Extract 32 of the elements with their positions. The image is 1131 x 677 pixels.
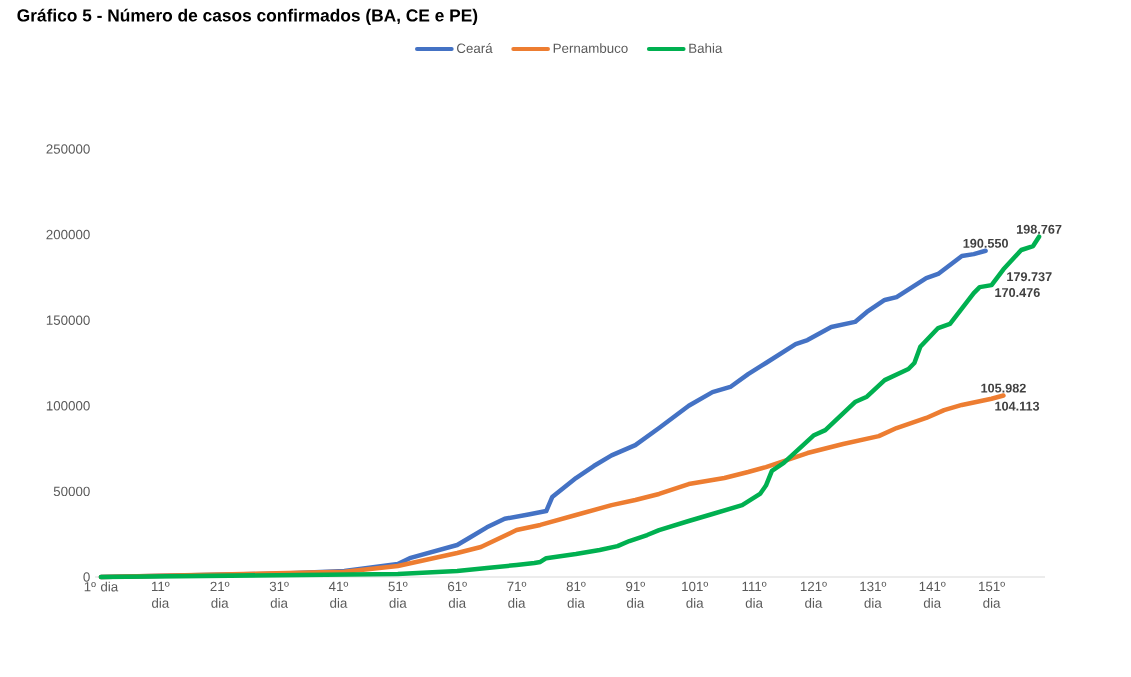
chart-title: Gráfico 5 - Número de casos confirmados (BA, CE e PE) bbox=[17, 8, 478, 26]
x-tick-label: 111º dia bbox=[742, 581, 767, 608]
x-tick-label: 151º dia bbox=[979, 581, 1005, 608]
y-tick-label: 100000 bbox=[46, 401, 90, 411]
legend-label: Pernambuco bbox=[553, 43, 628, 53]
y-tick-label: 200000 bbox=[46, 229, 90, 240]
y-tick-label: 50000 bbox=[53, 486, 90, 497]
x-tick-label: 61º dia bbox=[448, 581, 467, 608]
x-tick-label: 41º dia bbox=[328, 581, 349, 608]
y-tick-label: 150000 bbox=[46, 315, 90, 325]
data-label: 105.982 bbox=[981, 383, 1026, 393]
x-tick-label: 131º dia bbox=[860, 581, 887, 608]
x-tick-label: 81º dia bbox=[566, 581, 586, 608]
x-tick-label: 121º dia bbox=[800, 581, 827, 608]
legend-label: Ceará bbox=[457, 43, 493, 54]
x-tick-label: 101º dia bbox=[682, 581, 709, 608]
data-label: 104.113 bbox=[995, 401, 1040, 411]
x-tick-label: 31º dia bbox=[269, 581, 289, 608]
data-label: 179.737 bbox=[1007, 272, 1052, 282]
x-tick-label: 11º dia bbox=[151, 581, 170, 608]
y-tick-label: 0 bbox=[83, 572, 90, 582]
legend-label: Bahia bbox=[689, 43, 723, 53]
data-label: 170.476 bbox=[995, 288, 1040, 298]
x-tick-label: 51º dia bbox=[388, 581, 408, 608]
x-tick-label: 71º dia bbox=[507, 581, 527, 608]
x-tick-label: 1º dia bbox=[84, 581, 119, 592]
data-label: 190.550 bbox=[963, 238, 1008, 248]
data-label: 198.767 bbox=[1016, 224, 1062, 234]
x-tick-label: 21º dia bbox=[210, 581, 230, 608]
x-tick-label: 141º dia bbox=[919, 581, 946, 608]
y-tick-label: 250000 bbox=[46, 144, 90, 154]
x-tick-label: 91º dia bbox=[626, 581, 645, 608]
